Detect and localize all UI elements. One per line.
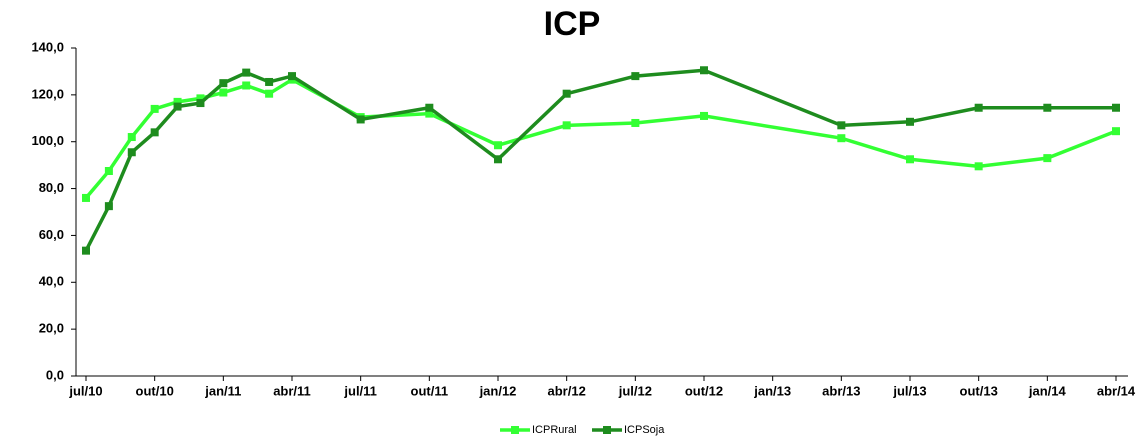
point-marker	[104, 167, 113, 175]
point-marker	[631, 72, 640, 81]
y-tick-label: 60,0	[39, 227, 64, 242]
point-marker	[425, 109, 434, 118]
point-marker	[562, 121, 571, 130]
point-marker	[265, 89, 274, 98]
point-marker	[173, 97, 182, 106]
x-tick-label: out/13	[960, 383, 998, 398]
x-tick-label: abr/13	[822, 383, 860, 398]
x-tick-label: abr/14	[1097, 383, 1136, 398]
point-marker	[700, 66, 708, 75]
point-marker	[906, 155, 914, 164]
point-marker	[219, 79, 228, 88]
point-marker	[150, 104, 159, 113]
point-marker	[356, 115, 365, 124]
x-tick-label: jul/10	[68, 383, 102, 398]
point-marker	[127, 133, 136, 142]
point-marker	[196, 94, 205, 103]
point-marker	[974, 103, 983, 112]
x-tick-label: abr/12	[548, 383, 586, 398]
point-marker	[82, 246, 90, 255]
series-line	[84, 68, 1116, 252]
x-tick-label: out/10	[136, 383, 174, 398]
x-tick-label: jul/11	[343, 383, 377, 398]
point-marker	[494, 141, 502, 150]
legend-label: ICPRural	[532, 424, 577, 436]
point-marker	[196, 99, 205, 108]
point-marker	[173, 102, 182, 111]
point-marker	[837, 121, 846, 130]
x-tick-label: out/11	[411, 383, 449, 398]
x-tick-label: jan/12	[479, 383, 517, 398]
point-marker	[562, 89, 571, 98]
point-marker	[906, 117, 914, 126]
point-marker	[1043, 154, 1052, 163]
y-tick-label: 80,0	[39, 180, 64, 195]
y-tick-label: 0,0	[46, 367, 64, 382]
y-tick-label: 40,0	[39, 274, 64, 289]
x-tick-label: jul/13	[892, 383, 926, 398]
legend-marker	[603, 426, 611, 434]
x-tick-label: jan/11	[204, 383, 241, 398]
y-tick-label: 140,0	[31, 39, 64, 54]
chart-title: ICP	[544, 5, 601, 43]
point-marker	[150, 128, 159, 137]
point-marker	[82, 193, 90, 202]
legend-marker	[511, 426, 519, 434]
point-marker	[1112, 127, 1120, 136]
point-marker	[700, 111, 708, 120]
point-marker	[974, 162, 983, 171]
point-marker	[219, 88, 228, 97]
x-tick-label: jan/14	[1028, 383, 1067, 398]
x-tick-label: out/12	[685, 383, 723, 398]
point-marker	[425, 103, 434, 112]
point-marker	[104, 202, 113, 211]
point-marker	[242, 68, 251, 77]
series-line	[84, 77, 1117, 200]
x-tick-label: jul/12	[618, 383, 652, 398]
point-marker	[265, 77, 274, 86]
point-marker	[1112, 103, 1120, 112]
y-tick-label: 20,0	[39, 321, 64, 336]
x-tick-label: jan/13	[753, 383, 791, 398]
point-marker	[837, 134, 846, 143]
point-marker	[127, 148, 136, 157]
y-tick-label: 120,0	[31, 86, 64, 101]
legend-label: ICPSoja	[624, 424, 665, 436]
point-marker	[1043, 103, 1052, 112]
point-marker	[494, 155, 502, 164]
point-marker	[288, 72, 296, 81]
x-tick-label: abr/11	[273, 383, 311, 398]
point-marker	[242, 81, 251, 90]
point-marker	[631, 118, 640, 127]
y-tick-label: 100,0	[31, 133, 64, 148]
